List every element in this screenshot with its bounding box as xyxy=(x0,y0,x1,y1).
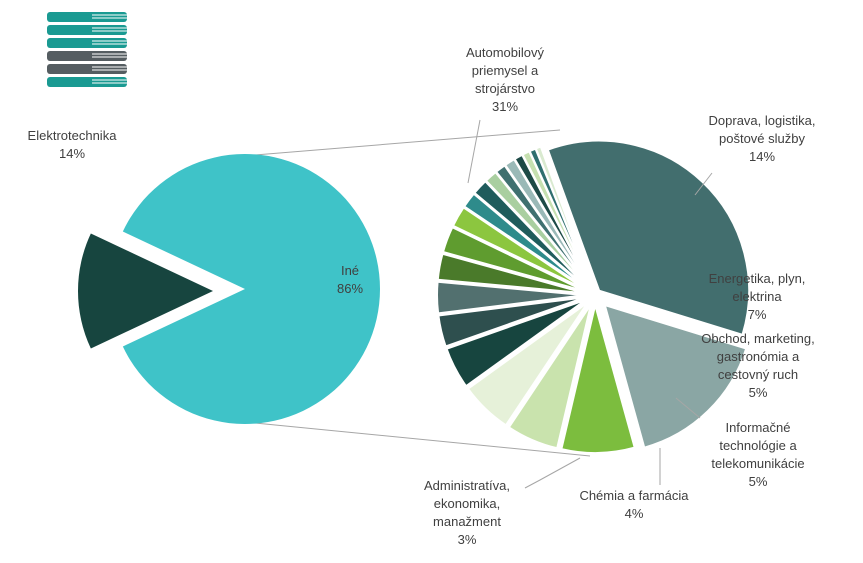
connector-line-top xyxy=(254,129,561,156)
label-elektrotechnika: Elektrotechnika 14% xyxy=(28,128,118,161)
secondary-slice xyxy=(546,139,751,337)
book-icon xyxy=(47,77,127,87)
secondary-pie xyxy=(436,139,751,454)
connector-lines xyxy=(254,129,591,457)
secondary-slice xyxy=(507,303,592,450)
secondary-slice xyxy=(451,206,587,291)
label-secondary-slice: Informačné technológie a telekomunikácie 5% xyxy=(711,420,804,489)
leader-line xyxy=(694,172,713,196)
connector-line-bottom xyxy=(254,422,591,457)
label-ine: Iné 86% xyxy=(337,263,363,296)
data-labels: Iné 86% Elektrotechnika 14% Automobilový prie… xyxy=(28,45,816,547)
main-pie xyxy=(78,154,381,425)
slice-ine xyxy=(122,154,381,425)
secondary-slice xyxy=(441,225,587,293)
leader-line xyxy=(675,397,701,419)
leader-lines xyxy=(467,119,713,489)
secondary-slice xyxy=(466,301,589,427)
leader-line xyxy=(524,457,581,489)
secondary-slice xyxy=(445,298,587,388)
secondary-slice xyxy=(534,145,593,287)
label-secondary-slice: Energetika, plyn, elektrina 7% xyxy=(709,271,806,322)
book-icon xyxy=(47,12,127,22)
book-icon xyxy=(47,51,127,61)
secondary-slice xyxy=(436,280,586,315)
secondary-slice xyxy=(462,192,588,290)
book-icon xyxy=(47,38,127,48)
label-secondary-slice: Doprava, logistika, poštové služby 14% xyxy=(709,113,816,164)
label-secondary-slice: Obchod, marketing, gastronómia a cestovný … xyxy=(701,331,814,400)
books-logo-icon xyxy=(47,12,127,87)
label-secondary-slice: Automobilový priemysel a strojárstvo 31% xyxy=(466,45,545,114)
secondary-slice xyxy=(560,304,636,454)
book-icon xyxy=(47,25,127,35)
slice-elektrotechnika xyxy=(78,233,213,349)
leader-line xyxy=(467,119,481,184)
label-secondary-slice: Chémia a farmácia 4% xyxy=(579,488,689,521)
secondary-slice xyxy=(603,303,748,449)
secondary-slice xyxy=(436,252,586,295)
book-icon xyxy=(47,64,127,74)
secondary-slice xyxy=(437,296,586,348)
label-secondary-slice: Administratíva, ekonomika, manažment 3% xyxy=(424,478,510,547)
